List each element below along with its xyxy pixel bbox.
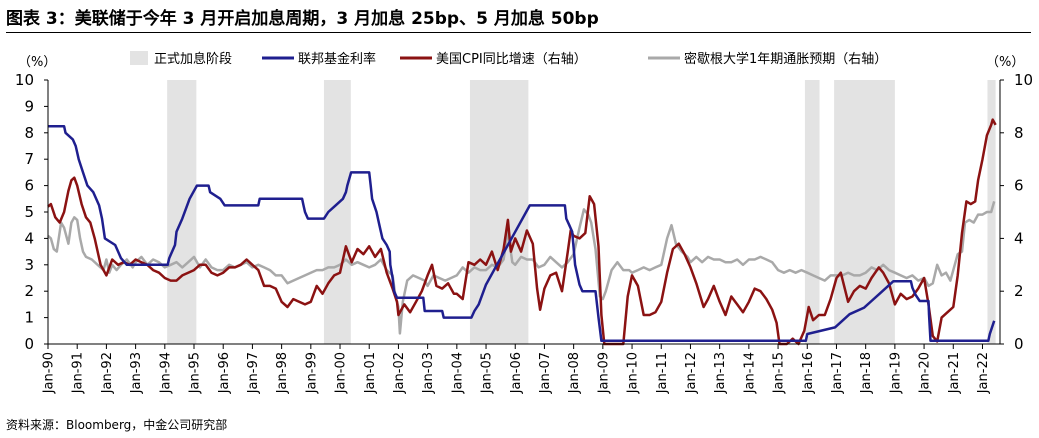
right-axis-tick-label: 4 [1014,229,1024,247]
left-axis-tick-label: 5 [24,203,34,221]
right-axis-tick-label: 10 [1014,71,1033,89]
x-axis-tick-label: Jan-18 [859,352,874,394]
x-axis-tick-label: Jan-03 [421,352,436,394]
x-axis-tick-label: Jan-09 [596,352,611,394]
source-note: 资料来源：Bloomberg，中金公司研究部 [6,418,228,432]
left-axis-tick-label: 3 [24,256,34,274]
x-axis-tick-label: Jan-11 [655,352,670,394]
x-axis-tick-label: Jan-16 [801,352,816,394]
x-axis-tick-label: Jan-06 [509,352,524,394]
legend-label-1: 联邦基金利率 [298,51,376,67]
x-axis-tick-label: Jan-08 [567,352,582,394]
x-axis-tick-label: Jan-93 [129,352,144,394]
series-line-2 [47,118,997,346]
x-axis-tick-label: Jan-98 [275,352,290,394]
right-axis-tick-label: 2 [1014,282,1024,300]
right-axis-tick-label: 6 [1014,177,1024,195]
left-axis-tick-label: 1 [24,309,34,327]
x-axis-tick-label: Jan-02 [392,352,407,394]
x-axis-tick-label: Jan-21 [947,352,962,394]
x-axis-tick-label: Jan-95 [188,352,203,394]
right-axis-tick-label: 8 [1014,124,1024,142]
x-axis-tick-label: Jan-90 [42,352,57,394]
right-axis-unit: （%） [986,55,1024,70]
left-axis-tick-label: 0 [24,335,34,353]
x-axis-tick-label: Jan-05 [480,352,495,394]
x-axis-tick-label: Jan-10 [626,352,641,394]
legend-label-shaded: 正式加息阶段 [154,51,232,67]
x-axis-tick-label: Jan-00 [334,352,349,394]
shaded-periods [167,80,996,344]
title-divider [6,32,1031,33]
page-title: 图表 3：美联储于今年 3 月开启加息周期，3 月加息 25bp、5 月加息 5… [6,9,599,29]
x-axis-tick-label: Jan-22 [976,352,991,394]
left-axis-unit: （%） [18,55,56,70]
left-axis-tick-label: 7 [24,150,34,168]
left-axis-tick-label: 10 [15,71,34,89]
shaded-period-1 [167,80,197,344]
series-line-1 [48,124,996,343]
x-axis-tick-label: Jan-14 [742,352,757,394]
left-axis-tick-label: 9 [24,97,34,115]
legend-swatch-shaded [130,51,148,65]
legend-label-3: 密歇根大学1年期通胀预期（右轴） [684,51,887,67]
left-axis-tick-label: 8 [24,124,34,142]
x-axis-tick-label: Jan-07 [538,352,553,394]
legend: 正式加息阶段 联邦基金利率 美国CPI同比增速（右轴） 密歇根大学1年期通胀预期（右轴… [130,51,887,67]
left-axis-tick-label: 6 [24,177,34,195]
x-axis-tick-label: Jan-19 [888,352,903,394]
x-axis-tick-label: Jan-01 [363,352,378,394]
x-axis-tick-label: Jan-15 [772,352,787,394]
left-axis-tick-label: 4 [24,229,34,247]
series-lines [47,118,997,346]
x-axis-tick-label: Jan-12 [684,352,699,394]
x-axis-tick-label: Jan-17 [830,352,845,394]
chart: 0 1 2 3 4 5 6 7 8 9 10 0 2 4 6 8 10 Jan-90 Jan-91 Jan-92 Jan… [15,51,1033,394]
x-axis-tick-label: Jan-13 [713,352,728,394]
axes: 0 1 2 3 4 5 6 7 8 9 10 0 2 4 6 8 10 Jan-90 Jan-91 Jan-92 Jan… [15,71,1033,394]
x-axis-tick-label: Jan-99 [304,352,319,394]
shaded-period-4 [804,80,820,344]
right-axis-tick-label: 0 [1014,335,1024,353]
left-axis-tick-label: 2 [24,282,34,300]
x-axis-tick-label: Jan-92 [100,352,115,394]
x-axis-tick-label: Jan-97 [246,352,261,394]
shaded-period-5 [834,80,895,344]
x-axis-tick-label: Jan-04 [450,352,465,394]
x-axis-tick-label: Jan-91 [71,352,86,394]
x-axis-tick-label: Jan-96 [217,352,232,394]
series-line-3 [47,201,996,335]
legend-label-2: 美国CPI同比增速（右轴） [436,52,587,67]
x-axis-tick-label: Jan-20 [918,352,933,394]
x-axis-tick-label: Jan-94 [158,352,173,394]
